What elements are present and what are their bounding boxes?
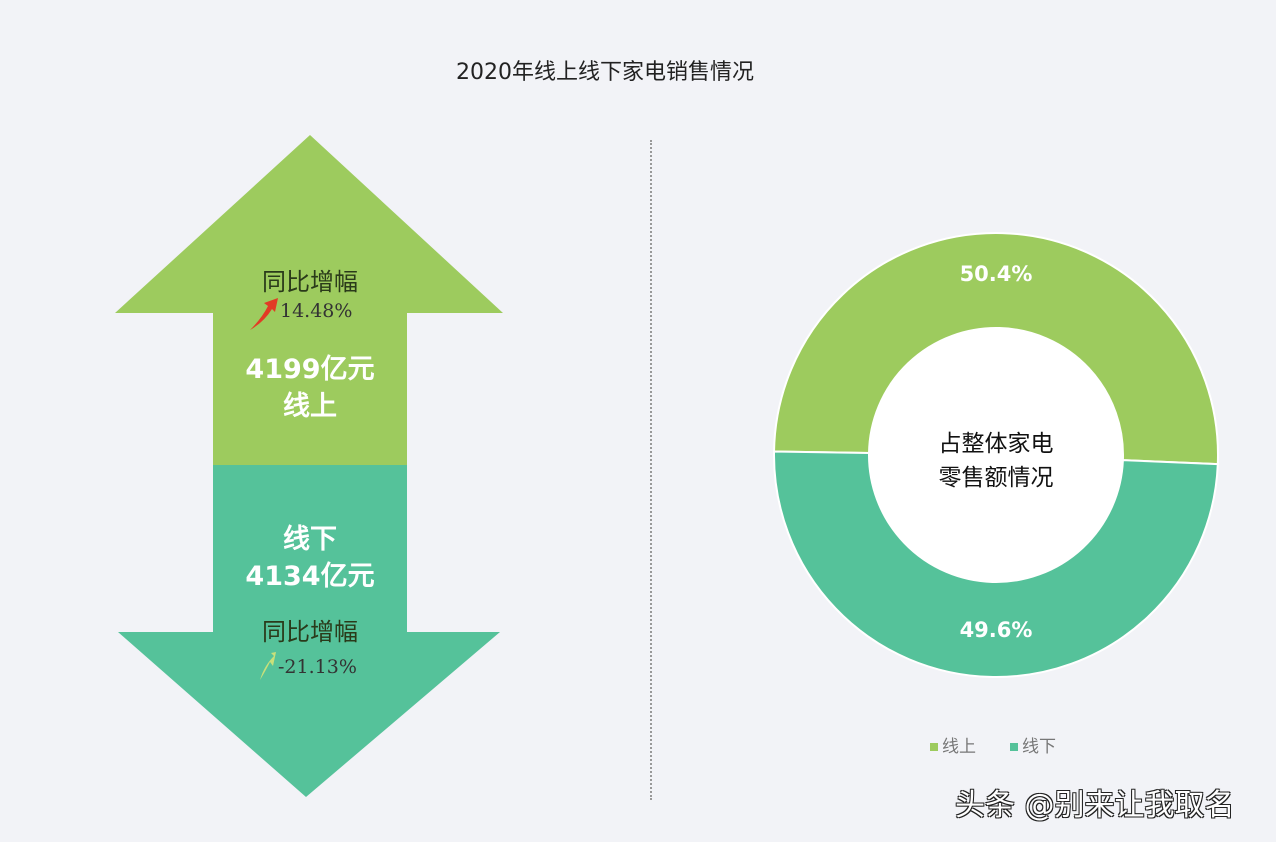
legend-swatch (930, 743, 938, 751)
offline-growth-label: 同比增幅 (262, 618, 358, 646)
donut-chart (773, 231, 1219, 678)
legend-swatch (1010, 743, 1018, 751)
online-growth-label: 同比增幅 (262, 268, 358, 296)
red-up-trend-icon (250, 298, 278, 330)
online-share-label: 50.4% (959, 262, 1033, 286)
offline-share-label: 49.6% (959, 618, 1033, 642)
offline-label: 线下 (283, 524, 337, 555)
down-arrow-offline (118, 465, 500, 797)
chart-title: 2020年线上线下家电销售情况 (456, 60, 754, 85)
watermark: 头条 @别来让我取名 (955, 788, 1235, 823)
legend-item-offline: 线下 (1010, 732, 1056, 757)
offline-growth-value: -21.13% (278, 656, 357, 678)
donut-slice-online (773, 231, 1219, 466)
up-arrow-online (115, 135, 503, 466)
donut-center-line1: 占整体家电 (938, 431, 1054, 457)
donut-hole (869, 328, 1123, 582)
divider (650, 140, 652, 800)
green-down-trend-icon (260, 652, 276, 680)
online-label: 线上 (283, 391, 337, 422)
offline-amount: 4134亿元 (245, 561, 375, 592)
online-amount: 4199亿元 (245, 354, 375, 385)
legend-item-online: 线上 (930, 732, 976, 757)
legend-label: 线下 (1022, 737, 1056, 757)
legend-label: 线上 (942, 737, 976, 757)
online-growth-value: 14.48% (280, 300, 353, 322)
donut-center-line2: 零售额情况 (938, 465, 1054, 491)
